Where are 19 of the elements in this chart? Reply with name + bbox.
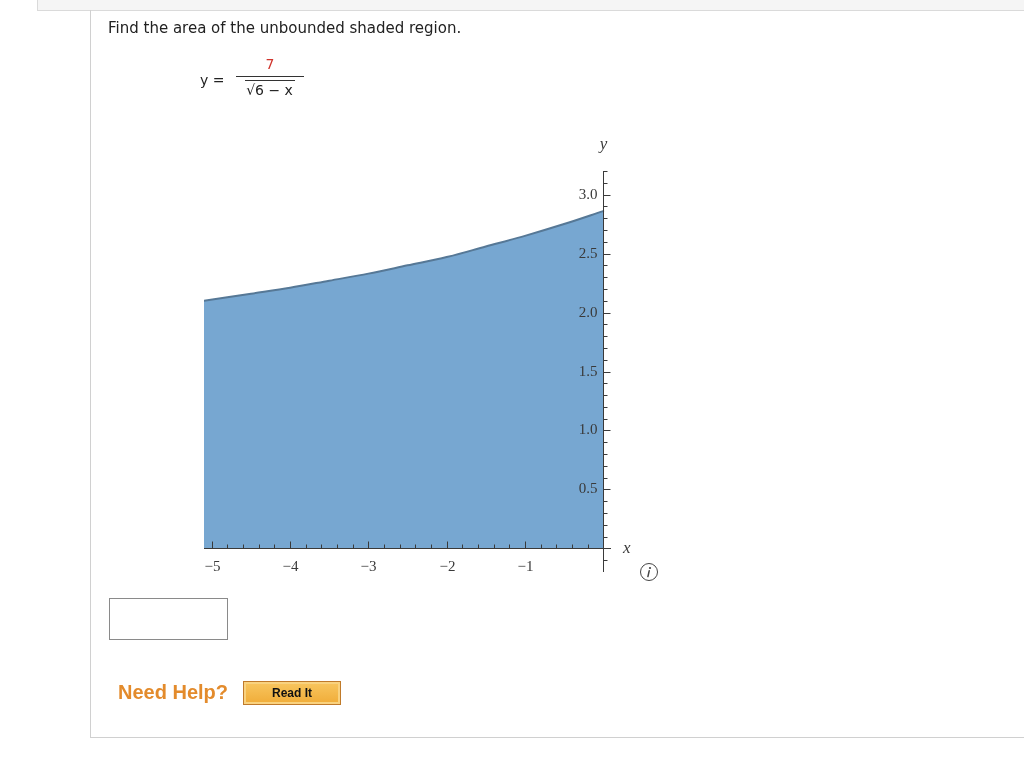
help-button: Read It (243, 681, 341, 705)
y-tick-label: 0.5 (578, 480, 598, 497)
x-tick-label: −4 (282, 557, 299, 574)
y-tick-label: 2.5 (578, 245, 598, 262)
x-tick-label: −3 (360, 557, 377, 574)
x-tick-label: −1 (517, 557, 534, 574)
y-axis-title: y (597, 134, 608, 154)
y-tick-label: 3.0 (578, 186, 598, 203)
y-tick-label: 1.5 (578, 363, 598, 380)
text: y = (200, 72, 225, 89)
y-tick-label: 1.0 (578, 421, 598, 438)
chart-title: Find the area of the unbounded shaded region. (108, 18, 462, 38)
text: 7 (236, 56, 304, 77)
x-tick-label: −2 (439, 557, 456, 574)
x-axis-title: x (622, 537, 631, 557)
text: Need Help? (118, 681, 229, 704)
x-tick-label: −5 (204, 557, 221, 574)
text: √6 − x (245, 80, 295, 99)
y-tick-label: 2.0 (578, 304, 598, 321)
